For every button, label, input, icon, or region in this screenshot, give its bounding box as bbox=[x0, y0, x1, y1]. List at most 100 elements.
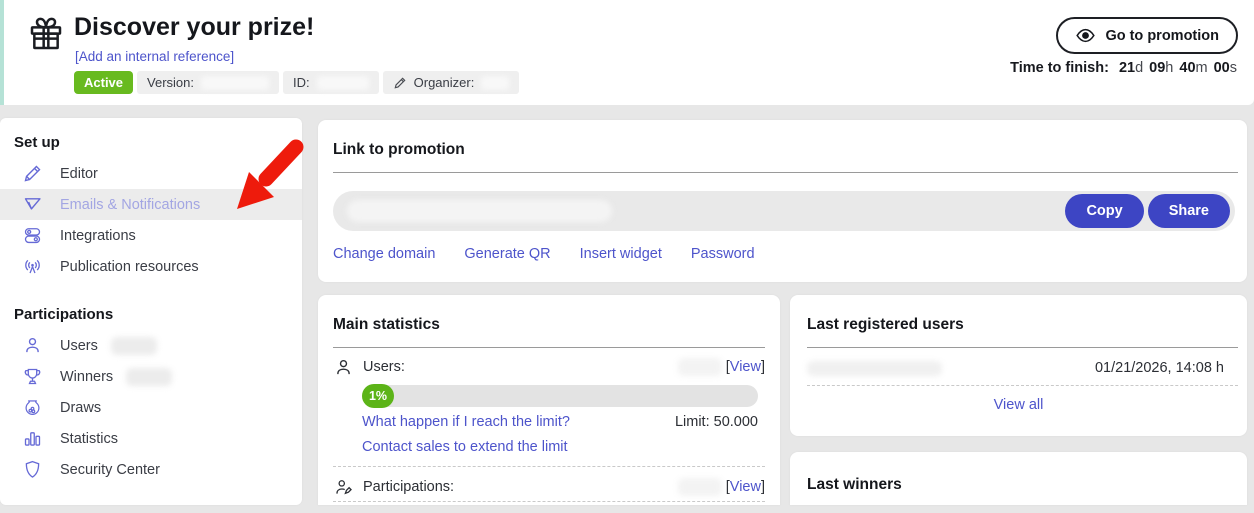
id-label: ID: bbox=[293, 75, 310, 90]
promotion-url-redacted bbox=[347, 200, 612, 222]
version-label: Version: bbox=[147, 75, 195, 90]
sidebar-item-publication-resources[interactable]: Publication resources bbox=[0, 251, 302, 282]
sidebar-item-label: Statistics bbox=[60, 430, 119, 447]
add-internal-reference-link[interactable]: [Add an internal reference] bbox=[75, 49, 235, 64]
sidebar-item-integrations[interactable]: Integrations bbox=[0, 220, 302, 251]
id-badge: ID: bbox=[283, 71, 379, 94]
pencil-icon bbox=[24, 165, 41, 182]
organizer-value-redacted bbox=[481, 75, 510, 90]
pencil-icon bbox=[393, 76, 407, 90]
share-button[interactable]: Share bbox=[1147, 194, 1230, 228]
change-domain-link[interactable]: Change domain bbox=[333, 246, 436, 262]
gift-icon bbox=[26, 14, 66, 54]
countdown-seconds: 00 bbox=[1213, 60, 1230, 76]
send-icon bbox=[24, 198, 41, 210]
sidebar-section-setup: Set up bbox=[14, 134, 60, 151]
sidebar-item-security-center[interactable]: Security Center bbox=[0, 454, 302, 485]
last-users-title: Last registered users bbox=[807, 316, 964, 333]
stats-card-title: Main statistics bbox=[333, 316, 440, 333]
last-registered-users-card: Last registered users 01/21/2026, 14:08 … bbox=[790, 295, 1247, 436]
insert-widget-link[interactable]: Insert widget bbox=[579, 246, 662, 262]
users-progress-bar: 1% bbox=[362, 384, 758, 408]
status-badge: Active bbox=[74, 71, 134, 94]
fishbowl-icon bbox=[25, 400, 40, 415]
version-badge: Version: bbox=[137, 71, 280, 94]
participations-view-link[interactable]: View bbox=[729, 479, 761, 495]
sidebar-section-participations: Participations bbox=[14, 306, 114, 323]
sidebar-item-label: Emails & Notifications bbox=[60, 196, 201, 213]
divider bbox=[807, 347, 1238, 348]
users-count-redacted bbox=[110, 336, 157, 355]
sidebar-item-label: Winners bbox=[60, 368, 114, 385]
sidebar-item-statistics[interactable]: Statistics bbox=[0, 423, 302, 454]
countdown-hours: 09 bbox=[1149, 60, 1166, 76]
eye-icon bbox=[1076, 28, 1096, 43]
trophy-icon bbox=[24, 368, 41, 385]
promotion-header: Discover your prize! [Add an internal re… bbox=[0, 0, 1254, 105]
organizer-badge[interactable]: Organizer: bbox=[382, 71, 520, 94]
bar-chart-icon bbox=[24, 432, 41, 446]
winners-count-redacted bbox=[126, 367, 173, 386]
participations-view-wrap: [View] bbox=[725, 479, 765, 495]
view-all-wrap: View all bbox=[790, 396, 1247, 414]
limit-value: Limit: 50.000 bbox=[674, 414, 758, 430]
time-to-finish-label: Time to finish: bbox=[1010, 60, 1109, 76]
participations-stat-row: Participations: [View] bbox=[333, 474, 765, 500]
last-winners-card: Last winners bbox=[790, 452, 1247, 505]
users-label: Users: bbox=[363, 359, 405, 375]
sidebar-item-label: Integrations bbox=[60, 227, 136, 244]
link-card-title: Link to promotion bbox=[333, 141, 465, 158]
user-name-redacted bbox=[807, 360, 942, 376]
promotion-meta-badges: Active Version: ID: Organizer: bbox=[74, 71, 520, 94]
sidebar-item-label: Editor bbox=[60, 165, 98, 182]
sidebar-item-label: Security Center bbox=[60, 461, 160, 478]
limit-row: What happen if I reach the limit? Limit:… bbox=[362, 414, 758, 430]
users-count-redacted bbox=[677, 358, 722, 376]
id-value-redacted bbox=[316, 75, 369, 90]
user-icon bbox=[337, 359, 350, 374]
last-winners-title: Last winners bbox=[807, 476, 902, 493]
password-link[interactable]: Password bbox=[690, 246, 755, 262]
users-view-link[interactable]: View bbox=[729, 359, 761, 375]
copy-button[interactable]: Copy bbox=[1065, 194, 1144, 228]
participations-count-redacted bbox=[677, 478, 722, 496]
contact-sales-link[interactable]: Contact sales to extend the limit bbox=[362, 439, 568, 455]
countdown-days: 21 bbox=[1118, 60, 1136, 76]
generate-qr-link[interactable]: Generate QR bbox=[464, 246, 551, 262]
users-stat-row: Users: [View] bbox=[333, 354, 765, 380]
user-icon bbox=[26, 337, 39, 353]
sidebar-item-emails-notifications[interactable]: Emails & Notifications bbox=[0, 189, 302, 220]
toggles-icon bbox=[24, 228, 41, 244]
link-to-promotion-card: Link to promotion Copy Share Change doma… bbox=[318, 120, 1247, 282]
view-all-link[interactable]: View all bbox=[993, 397, 1044, 413]
countdown-minutes: 40 bbox=[1179, 60, 1196, 76]
registration-datetime: 01/21/2026, 14:08 h bbox=[1094, 360, 1224, 376]
dashed-divider bbox=[807, 385, 1238, 386]
sidebar-item-label: Publication resources bbox=[60, 258, 199, 275]
go-to-promotion-label: Go to promotion bbox=[1105, 27, 1219, 44]
divider bbox=[333, 347, 765, 348]
dashed-divider bbox=[333, 466, 765, 467]
progress-percent-badge: 1% bbox=[362, 384, 394, 408]
version-value-redacted bbox=[201, 75, 270, 90]
main-statistics-card: Main statistics Users: [View] 1% What ha… bbox=[318, 295, 780, 505]
link-actions: Change domain Generate QR Insert widget … bbox=[333, 246, 755, 262]
promotion-url-field[interactable]: Copy Share bbox=[333, 191, 1235, 231]
dashed-divider bbox=[333, 501, 765, 502]
sidebar-item-editor[interactable]: Editor bbox=[0, 158, 302, 189]
settings-sidebar: Set up Editor Emails & Notifications Int… bbox=[0, 118, 302, 505]
go-to-promotion-button[interactable]: Go to promotion bbox=[1056, 17, 1238, 54]
users-view-wrap: [View] bbox=[725, 359, 765, 375]
sidebar-item-label: Users bbox=[60, 337, 98, 354]
broadcast-icon bbox=[25, 259, 40, 274]
page-title: Discover your prize! bbox=[74, 13, 315, 41]
sidebar-item-label: Draws bbox=[60, 399, 102, 416]
divider bbox=[333, 172, 1238, 173]
sidebar-item-draws[interactable]: Draws bbox=[0, 392, 302, 423]
participations-label: Participations: bbox=[363, 479, 455, 495]
organizer-label: Organizer: bbox=[413, 75, 475, 90]
sidebar-item-winners[interactable]: Winners bbox=[0, 361, 302, 392]
limit-question-link[interactable]: What happen if I reach the limit? bbox=[362, 414, 570, 430]
sidebar-item-users[interactable]: Users bbox=[0, 330, 302, 361]
participations-icon bbox=[336, 479, 352, 494]
